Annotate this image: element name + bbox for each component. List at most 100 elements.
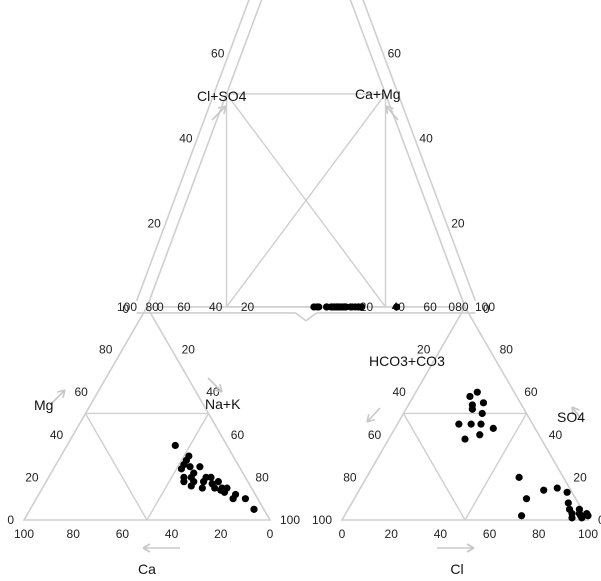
cation-point — [241, 495, 249, 503]
anion-point — [467, 420, 475, 428]
cation-ca-tick: 100 — [14, 527, 34, 541]
cation-point — [250, 505, 258, 513]
hco3-direction-arrow-head — [366, 418, 375, 423]
hco3-direction-arrow — [366, 407, 381, 423]
anion-point — [473, 388, 481, 396]
anion-point — [522, 495, 531, 503]
anion-point — [584, 512, 592, 520]
label-anion-right: SO4 — [557, 409, 585, 425]
anion-cl-tick: 0 — [339, 527, 346, 541]
anion-point — [477, 420, 485, 428]
clso4-direction-arrow-shaft — [211, 105, 227, 121]
cation-mg-tick: 80 — [99, 343, 113, 357]
cation-point — [198, 484, 206, 492]
diamond-offset-line — [295, 312, 307, 322]
nak-direction-arrow-head — [219, 384, 223, 393]
cl-direction-arrow-head — [466, 543, 475, 549]
cation-mg-tick: 20 — [25, 470, 39, 484]
camg-direction-arrow-shaft — [385, 105, 399, 121]
cation-mg-tick: 40 — [50, 428, 64, 442]
anion-point — [479, 399, 488, 407]
cation-ca-tick: 80 — [67, 527, 81, 541]
diamond-point — [323, 303, 331, 311]
diamond-lower-left-tick: 60 — [177, 300, 191, 314]
cation-ca-tick: 40 — [165, 527, 179, 541]
anion-so4-tick: 100 — [475, 300, 495, 314]
diagram-frame — [22, 0, 590, 521]
hco3-direction-arrow-head — [366, 413, 370, 423]
diamond-outline — [145, 0, 467, 308]
anion-grid-line — [402, 413, 466, 521]
cation-point — [180, 478, 188, 486]
ca-direction-arrow-head — [142, 547, 151, 553]
anion-cl-tick: 80 — [532, 527, 546, 541]
cl-direction-arrow-head — [466, 547, 475, 553]
anion-cl-tick: 20 — [385, 527, 399, 541]
anion-hco3-tick: 60 — [368, 428, 382, 442]
diamond-camg-tick: 0 — [483, 302, 490, 316]
anion-point — [517, 512, 526, 520]
diamond-point — [331, 303, 339, 311]
anion-point — [468, 405, 476, 413]
label-cation-left: Mg — [34, 397, 53, 413]
mg-direction-arrow — [49, 389, 66, 406]
diamond-offset-line — [135, 0, 250, 302]
hco3-direction-arrow-shaft — [366, 407, 381, 423]
label-cation-bottom: Ca — [138, 561, 156, 577]
cation-nak-tick: 20 — [182, 343, 196, 357]
anion-point — [553, 484, 561, 492]
label-anion-bottom: Cl — [450, 561, 463, 577]
camg-direction-arrow-head — [385, 105, 389, 115]
anion-point — [568, 514, 576, 522]
diamond-point — [313, 303, 321, 311]
diamond-grid-line — [225, 93, 387, 308]
clso4-direction-arrow — [211, 105, 227, 121]
cation-grid-line — [146, 413, 210, 521]
cation-point — [223, 484, 231, 492]
anion-point — [563, 488, 571, 496]
diamond-clso4-tick: 0 — [122, 302, 129, 316]
cl-direction-arrow — [437, 543, 475, 553]
cation-mg-tick: 100 — [117, 300, 137, 314]
cation-point — [231, 490, 240, 499]
cation-nak-tick: 60 — [231, 428, 245, 442]
cation-ca-tick: 0 — [267, 527, 274, 541]
label-cation-right: Na+K — [205, 396, 241, 412]
anion-point — [540, 486, 548, 494]
cation-ca-tick: 20 — [214, 527, 228, 541]
mg-direction-arrow-shaft — [49, 389, 66, 406]
diamond-camg-tick: 20 — [451, 217, 465, 231]
cation-mg-tick: 60 — [74, 385, 88, 399]
diamond-clso4-tick: 20 — [147, 217, 161, 231]
anion-so4-tick: 40 — [549, 428, 563, 442]
anion-hco3-tick: 100 — [312, 513, 332, 527]
nak-direction-arrow-head — [214, 389, 223, 393]
diamond-point — [393, 303, 401, 311]
cation-point — [207, 473, 215, 481]
cation-point — [214, 478, 222, 486]
diamond-lower-left-tick: 20 — [241, 300, 255, 314]
diamond-offset-line — [362, 0, 477, 302]
diamond-inner-square — [225, 93, 387, 308]
anion-point — [515, 473, 523, 481]
anion-point — [564, 499, 572, 507]
anion-point — [489, 424, 497, 432]
diamond-point — [351, 303, 359, 311]
diamond-clso4-tick: 60 — [211, 46, 225, 60]
label-diamond-upper-left: Cl+SO4 — [197, 88, 247, 104]
anion-point — [466, 392, 474, 401]
anion-point — [478, 409, 486, 418]
anion-hco3-tick: 0 — [448, 300, 455, 314]
cation-point — [171, 441, 179, 450]
cation-point — [187, 482, 195, 490]
so4-direction-arrow-head — [571, 406, 574, 416]
diamond-camg-tick: 60 — [388, 46, 402, 60]
anion-point — [461, 435, 469, 443]
nak-direction-arrow — [207, 377, 223, 393]
label-diamond-upper-right: Ca+Mg — [355, 86, 401, 102]
cation-point — [202, 473, 210, 481]
cation-nak-tick: 80 — [255, 470, 269, 484]
camg-direction-arrow — [385, 105, 399, 121]
diamond-lower-right-tick: 20 — [360, 300, 374, 314]
